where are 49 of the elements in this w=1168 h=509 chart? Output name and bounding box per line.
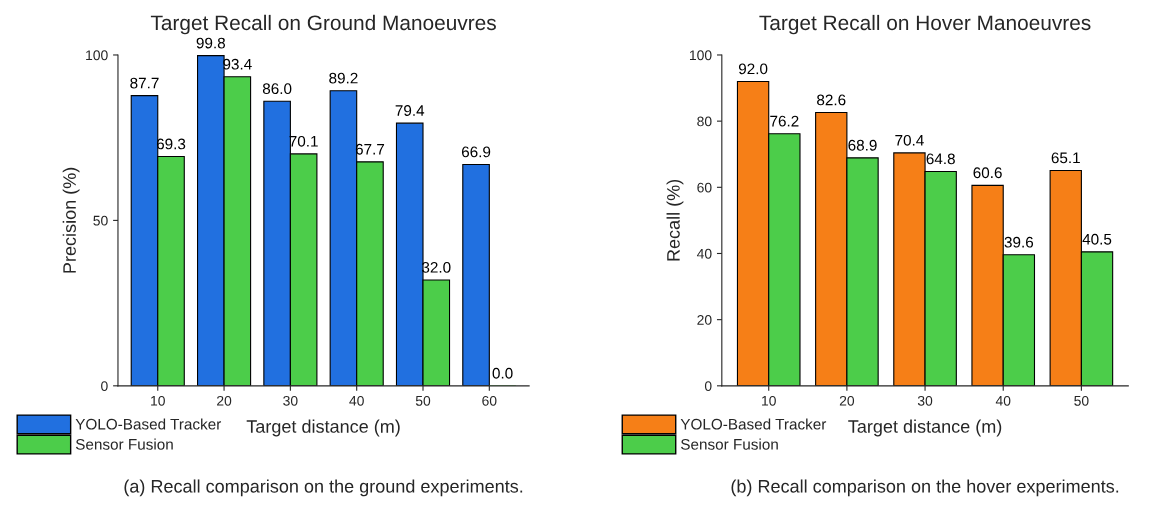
data-label: 68.9 bbox=[848, 139, 877, 151]
legend-label: YOLO-Based Tracker bbox=[680, 418, 827, 430]
x-tick-label: 20 bbox=[217, 395, 232, 406]
y-tick-label: 60 bbox=[697, 182, 712, 193]
y-axis-title: Precision (%) bbox=[62, 167, 80, 273]
y-tick-label: 100 bbox=[86, 50, 108, 61]
x-tick-label: 30 bbox=[917, 395, 933, 406]
text: (a) Recall comparison on the ground experiments. bbox=[124, 479, 523, 497]
x-tick-label: 60 bbox=[482, 395, 497, 406]
x-tick-label: 10 bbox=[762, 395, 776, 406]
y-tick-label: 0 bbox=[101, 381, 108, 391]
data-label: 87.7 bbox=[130, 77, 159, 89]
x-tick-label: 50 bbox=[415, 395, 431, 406]
x-tick-label: 10 bbox=[151, 395, 165, 406]
data-label: 39.6 bbox=[1004, 236, 1034, 248]
x-tick-label: 30 bbox=[283, 395, 298, 406]
chart-title: Target Recall on Hover Manoeuvres bbox=[759, 14, 1091, 35]
y-tick-label: 80 bbox=[697, 116, 712, 127]
data-label: 92.0 bbox=[738, 63, 768, 75]
x-tick-label: 40 bbox=[349, 395, 364, 406]
data-label: 99.8 bbox=[196, 37, 226, 49]
x-tick-label: 50 bbox=[1074, 395, 1089, 406]
data-label: 64.8 bbox=[926, 153, 955, 165]
y-tick-label: 0 bbox=[704, 381, 712, 391]
x-axis-title: Target distance (m) bbox=[246, 419, 400, 437]
chart-title: Target Recall on Ground Manoeuvres bbox=[150, 14, 496, 35]
x-axis-title: Target distance (m) bbox=[848, 419, 1002, 437]
y-tick-label: 40 bbox=[696, 248, 712, 259]
data-label: 0.0 bbox=[492, 367, 513, 379]
data-label: 76.2 bbox=[770, 115, 799, 127]
data-label: 65.1 bbox=[1051, 152, 1080, 164]
legend-label: Sensor Fusion bbox=[681, 438, 778, 450]
legend-label: Sensor Fusion bbox=[75, 438, 173, 450]
y-tick-label: 50 bbox=[93, 215, 108, 226]
data-label: 70.4 bbox=[895, 134, 924, 146]
text: (b) Recall comparison on the hover experiments. bbox=[731, 479, 1119, 497]
data-label: 60.6 bbox=[973, 167, 1002, 179]
y-axis-title: Recall (%) bbox=[666, 179, 684, 261]
x-tick-label: 20 bbox=[839, 395, 855, 406]
data-label: 40.5 bbox=[1082, 233, 1112, 245]
data-label: 79.4 bbox=[395, 105, 425, 116]
data-label: 82.6 bbox=[817, 94, 846, 106]
data-label: 66.9 bbox=[461, 146, 491, 158]
data-label: 86.0 bbox=[262, 83, 292, 95]
y-tick-label: 20 bbox=[697, 314, 712, 325]
legend-label: YOLO-Based Tracker bbox=[75, 418, 222, 430]
x-tick-label: 40 bbox=[995, 395, 1011, 406]
y-tick-label: 100 bbox=[689, 50, 712, 61]
data-label: 89.2 bbox=[329, 72, 358, 84]
